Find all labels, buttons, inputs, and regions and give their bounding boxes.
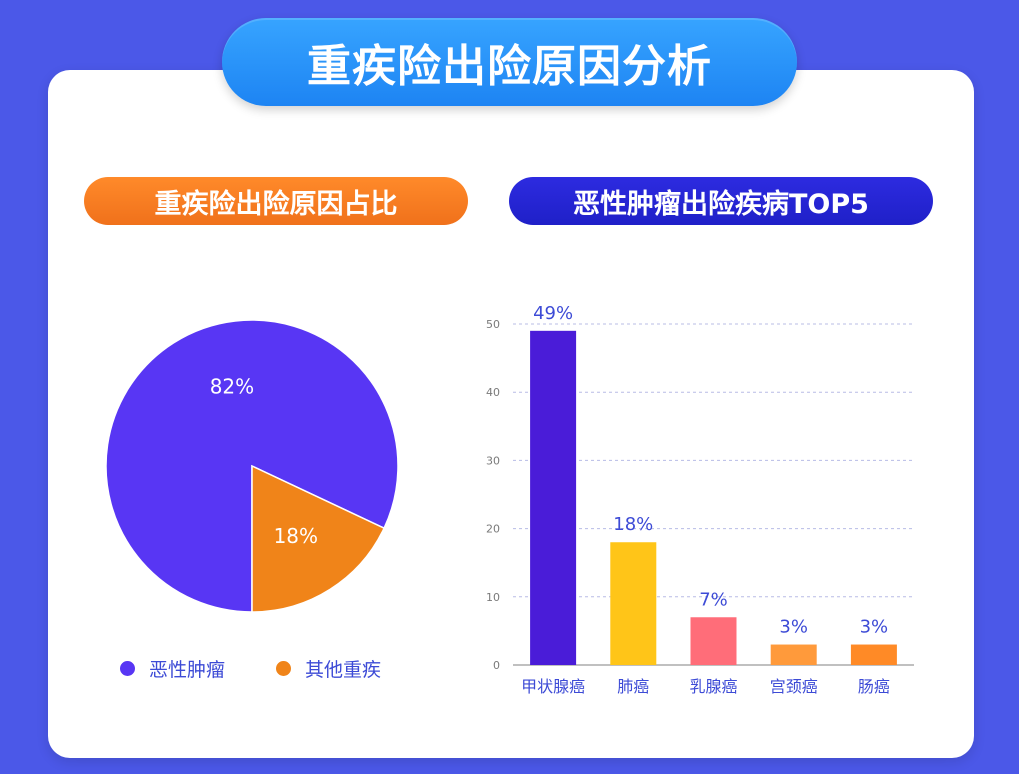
y-tick-label-20: 20: [486, 523, 500, 536]
legend-dot-1: [120, 661, 135, 676]
pie-data-label-2: 18%: [274, 524, 318, 548]
legend-item-2: 其他重疾: [276, 655, 381, 682]
y-tick-label-40: 40: [486, 386, 500, 399]
y-tick-label-0: 0: [493, 659, 500, 672]
pie-chart: 82% 18%: [105, 319, 399, 613]
legend-dot-2: [276, 661, 291, 676]
pie-data-label-1: 82%: [210, 374, 254, 398]
bar-4: [770, 644, 817, 665]
bar-data-label-4: 3%: [779, 617, 808, 638]
x-category-label-3: 乳腺癌: [689, 677, 737, 696]
bar-1: [530, 330, 577, 665]
pie-slice-2: [251, 464, 386, 613]
x-category-label-2: 肺癌: [617, 677, 649, 696]
legend-label-1: 恶性肿瘤: [149, 659, 226, 681]
legend-item-1: 恶性肿瘤: [120, 655, 225, 682]
x-category-label-1: 甲状腺癌: [521, 677, 585, 696]
bar-3: [690, 617, 737, 665]
page-title: 重疾险出险原因分析: [222, 18, 797, 106]
right-section-title: 恶性肿瘤出险疾病TOP5: [509, 177, 933, 225]
bar-data-label-1: 49%: [533, 303, 573, 324]
bar-data-label-2: 18%: [613, 514, 653, 535]
left-section-title: 重疾险出险原因占比: [84, 177, 468, 225]
bar-data-label-3: 7%: [699, 589, 728, 610]
x-category-label-4: 宫颈癌: [770, 677, 818, 696]
y-tick-label-30: 30: [486, 454, 500, 467]
x-category-label-5: 肠癌: [858, 677, 890, 696]
y-tick-label-10: 10: [486, 591, 500, 604]
bar-chart: 0 10 20 30 40 50 49% 甲状腺癌 18% 肺癌 7% 乳腺癌 3% 宫颈癌 3% 肠癌: [486, 303, 914, 696]
legend-label-2: 其他重疾: [305, 659, 382, 681]
y-tick-label-50: 50: [486, 318, 500, 331]
bar-5: [850, 644, 897, 665]
bar-data-label-5: 3%: [860, 617, 889, 638]
bar-2: [610, 542, 657, 665]
